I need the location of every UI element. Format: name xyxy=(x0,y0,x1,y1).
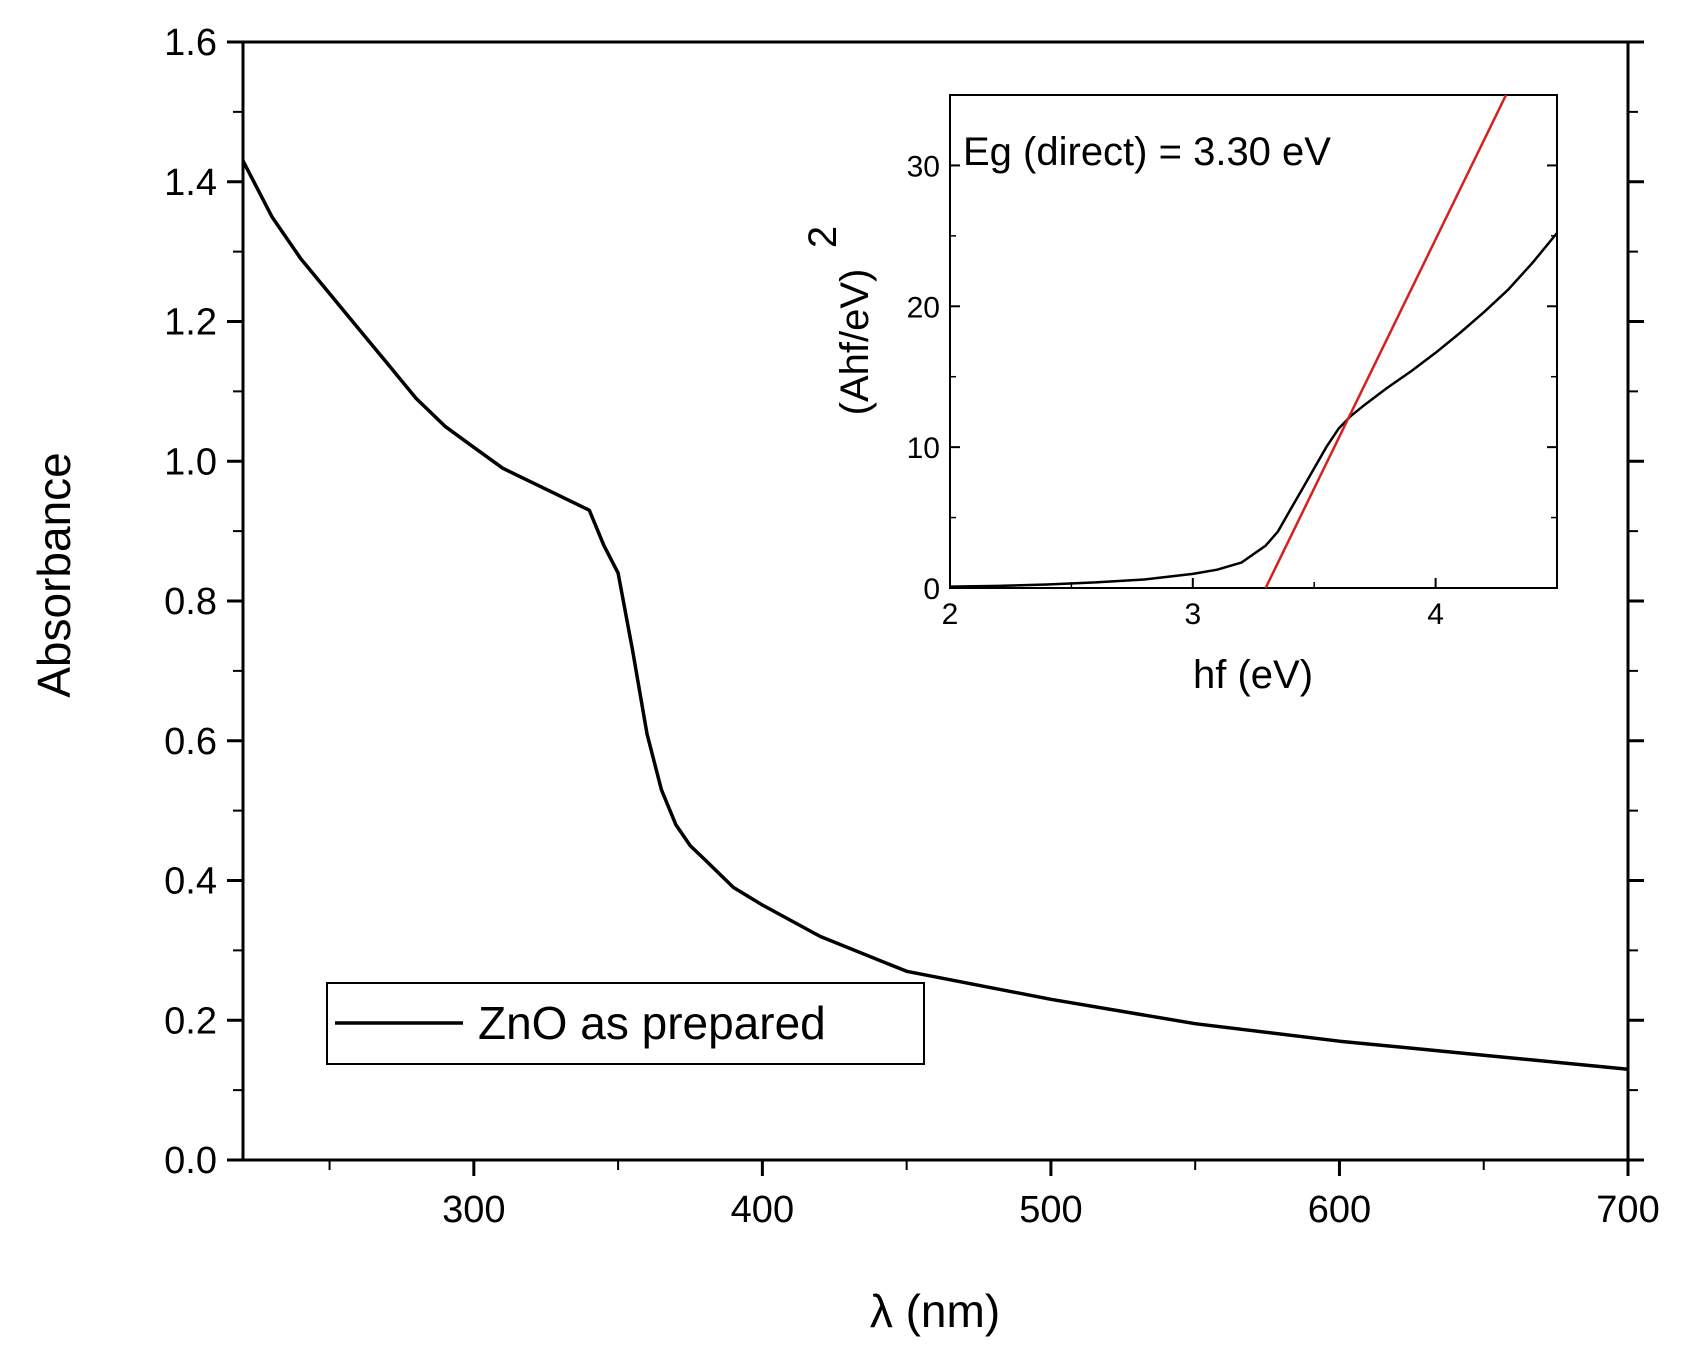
inset-y-tick-labels: 0 10 20 30 xyxy=(907,150,940,606)
inset-y-axis-title: (Ahf/eV) xyxy=(833,269,877,416)
legend-label: ZnO as prepared xyxy=(478,997,826,1049)
main-x-tick-labels: 300 400 500 600 700 xyxy=(442,1189,1660,1231)
inset-x-tick-label: 3 xyxy=(1184,598,1201,631)
inset-plot: 2 3 4 0 10 20 30 Eg (direct) = 3.30 eV hf (eV… xyxy=(801,94,1558,697)
inset-y-tick-label: 20 xyxy=(907,291,940,324)
y-axis-title: Absorbance xyxy=(28,452,80,698)
x-axis-title: λ (nm) xyxy=(870,1285,1000,1337)
x-tick-label: 600 xyxy=(1308,1189,1371,1231)
y-tick-label: 0.0 xyxy=(164,1140,217,1182)
y-tick-label: 1.2 xyxy=(164,302,217,344)
y-tick-label: 0.2 xyxy=(164,1000,217,1042)
inset-series-line xyxy=(949,232,1558,588)
inset-y-axis-title-superscript: 2 xyxy=(801,226,845,248)
inset-y-tick-label: 10 xyxy=(907,432,940,465)
inset-x-axis-title: hf (eV) xyxy=(1193,653,1313,697)
inset-annotation: Eg (direct) = 3.30 eV xyxy=(963,130,1331,174)
inset-y-tick-label: 30 xyxy=(907,150,940,183)
y-tick-label: 1.0 xyxy=(164,441,217,483)
y-tick-label: 0.4 xyxy=(164,861,217,903)
legend: ZnO as prepared xyxy=(326,982,925,1065)
series-line-zno-as-prepared xyxy=(241,159,1629,1071)
inset-fit-line xyxy=(1264,94,1508,589)
inset-y-tick-label: 0 xyxy=(923,573,940,606)
main-axis-ticks xyxy=(227,40,1644,1176)
y-tick-label: 1.6 xyxy=(164,22,217,64)
inset-x-tick-label: 4 xyxy=(1427,598,1444,631)
y-tick-label: 1.4 xyxy=(164,162,217,204)
inset-x-tick-labels: 2 3 4 xyxy=(942,598,1444,631)
x-tick-label: 400 xyxy=(731,1189,794,1231)
y-tick-label: 0.6 xyxy=(164,721,217,763)
main-plot: 300 400 500 600 700 0.00.20.40.60.81.01.21.4… xyxy=(28,22,1660,1337)
x-tick-label: 700 xyxy=(1596,1189,1659,1231)
x-tick-label: 300 xyxy=(442,1189,505,1231)
inset-x-tick-label: 2 xyxy=(942,598,959,631)
inset-y-axis-title-group: (Ahf/eV) 2 xyxy=(801,226,877,415)
x-tick-label: 500 xyxy=(1019,1189,1082,1231)
main-y-tick-labels: 0.0 0.2 0.4 0.6 0.8 1.0 1.2 1.4 1.6 xyxy=(164,22,217,1182)
y-tick-label: 0.8 xyxy=(164,581,217,623)
inset-plot-frame xyxy=(949,94,1558,589)
